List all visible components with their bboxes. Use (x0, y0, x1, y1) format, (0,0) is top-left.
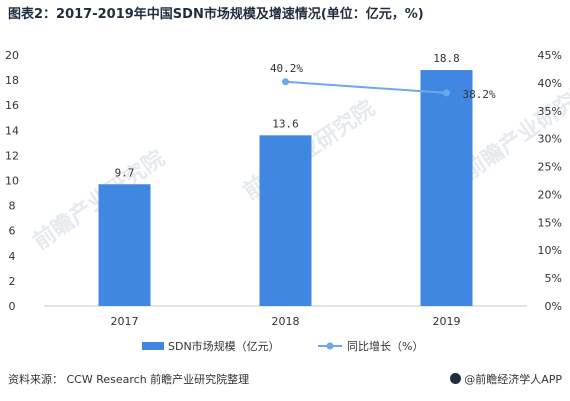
growth-line (285, 80, 447, 94)
left-axis-tick-label: 8 (9, 200, 16, 213)
brand-logo-icon (450, 373, 462, 384)
line-point (282, 78, 289, 86)
line-series (282, 78, 450, 97)
right-axis-tick-label: 0% (545, 300, 562, 313)
legend-swatch-bar (142, 342, 164, 350)
bar-data-labels: 9.7 13.6 18.8 (115, 52, 460, 179)
left-axis-tick-label: 10 (5, 175, 19, 188)
right-axis-tick-label: 25% (538, 161, 562, 174)
left-axis-tick-label: 16 (5, 99, 19, 112)
line-data-label: 38.2% (463, 88, 496, 101)
left-axis-tick-label: 14 (5, 124, 19, 137)
chart-legend: SDN市场规模（亿元） 同比增长（%） (142, 339, 423, 353)
line-point (443, 89, 450, 97)
x-axis-ticks: 2017 2018 2019 (111, 315, 461, 328)
bar (259, 135, 312, 306)
right-axis-tick-label: 15% (538, 216, 562, 229)
x-axis-tick-label: 2019 (433, 315, 461, 328)
right-axis-tick-label: 45% (538, 49, 562, 62)
left-axis-tick-label: 18 (5, 74, 19, 87)
bar-series (98, 70, 473, 306)
bar-data-label: 9.7 (115, 166, 135, 179)
legend-label-bar: SDN市场规模（亿元） (168, 339, 280, 353)
left-axis-tick-label: 2 (9, 275, 16, 288)
right-axis-ticks: 0% 5% 10% 15% 20% 25% 30% 35% 40% 45% (538, 49, 562, 313)
line-data-label: 40.2% (270, 62, 303, 75)
chart-title: 图表2：2017-2019年中国SDN市场规模及增速情况(单位：亿元，%) (8, 7, 424, 22)
right-axis-tick-label: 10% (538, 244, 562, 257)
left-axis-tick-label: 6 (9, 225, 16, 238)
bar-data-label: 18.8 (433, 52, 460, 65)
brand-text: @前瞻经济学人APP (464, 373, 562, 386)
x-axis-tick-label: 2017 (111, 315, 139, 328)
right-axis-tick-label: 35% (538, 105, 562, 118)
right-axis-tick-label: 40% (538, 77, 562, 90)
line-data-labels: 40.2% 38.2% (270, 62, 496, 101)
left-axis-tick-label: 20 (5, 49, 19, 62)
bar (420, 70, 473, 306)
bar (98, 184, 151, 306)
left-axis-tick-label: 4 (9, 250, 16, 263)
left-axis-tick-label: 0 (9, 300, 16, 313)
right-axis-tick-label: 5% (545, 272, 562, 285)
left-axis-ticks: 0 2 4 6 8 10 12 14 16 18 20 (5, 49, 19, 313)
brand-credit: @前瞻经济学人APP (450, 372, 562, 388)
right-axis-tick-label: 30% (538, 133, 562, 146)
legend-label-line: 同比增长（%） (347, 339, 423, 353)
left-axis-tick-label: 12 (5, 149, 19, 162)
legend-swatch-marker (326, 342, 334, 350)
right-axis-tick-label: 20% (538, 188, 562, 201)
x-axis-tick-label: 2018 (272, 315, 300, 328)
bar-data-label: 13.6 (272, 117, 299, 130)
source-note: 资料来源： CCW Research 前瞻产业研究院整理 (8, 373, 250, 386)
